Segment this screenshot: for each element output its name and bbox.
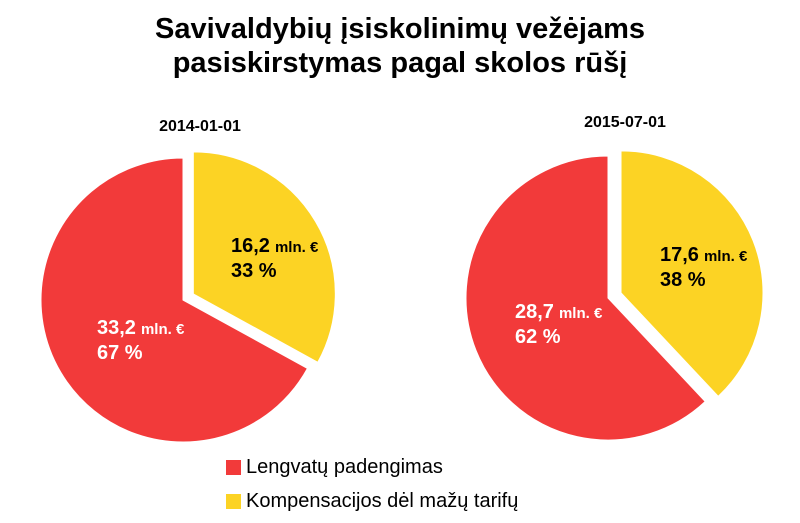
pie-slice-kompensacijos <box>192 151 336 363</box>
legend-swatch <box>226 459 241 475</box>
data-label-lengvatu-percent: 62 % <box>515 326 561 348</box>
pie-slice-lengvatu <box>465 155 706 441</box>
chart-title-line-1: Savivaldybių įsiskolinimų vežėjams <box>155 13 645 45</box>
data-label-lengvatu-value: 28,7 mln. € <box>515 301 603 323</box>
pie-chart-2015: 2015-07-01 17,6 mln. € 38 % 28,7 mln. € 62 % <box>465 114 764 441</box>
pie-date-label: 2014-01-01 <box>159 118 241 135</box>
chart-title-line-2: pasiskirstymas pagal skolos rūšį <box>172 47 628 79</box>
pie-slice-kompensacijos <box>620 150 764 398</box>
data-label-lengvatu-percent: 67 % <box>97 342 143 364</box>
data-label-lengvatu-value: 33,2 mln. € <box>97 317 185 339</box>
legend-swatch <box>226 493 241 509</box>
legend-item-kompensacijos: Kompensacijos dėl mažų tarifų <box>226 484 518 518</box>
data-label-kompensacijos-value: 17,6 mln. € <box>660 244 748 266</box>
pie-chart-2014: 2014-01-01 16,2 mln. € 33 % 33,2 mln. € 67 % <box>40 118 336 443</box>
data-label-kompensacijos-percent: 33 % <box>231 260 277 282</box>
legend-label: Kompensacijos dėl mažų tarifų <box>246 489 519 512</box>
chart-title: Savivaldybių įsiskolinimų vežėjams pasis… <box>0 12 800 80</box>
data-label-kompensacijos-value: 16,2 mln. € <box>231 235 319 257</box>
legend: Lengvatų padengimas Kompensacijos dėl ma… <box>226 450 518 518</box>
data-label-kompensacijos-percent: 38 % <box>660 269 706 291</box>
pie-date-label: 2015-07-01 <box>584 114 666 131</box>
legend-item-lengvatu: Lengvatų padengimas <box>226 450 518 484</box>
legend-label: Lengvatų padengimas <box>246 455 443 478</box>
pie-slice-lengvatu <box>40 157 309 443</box>
